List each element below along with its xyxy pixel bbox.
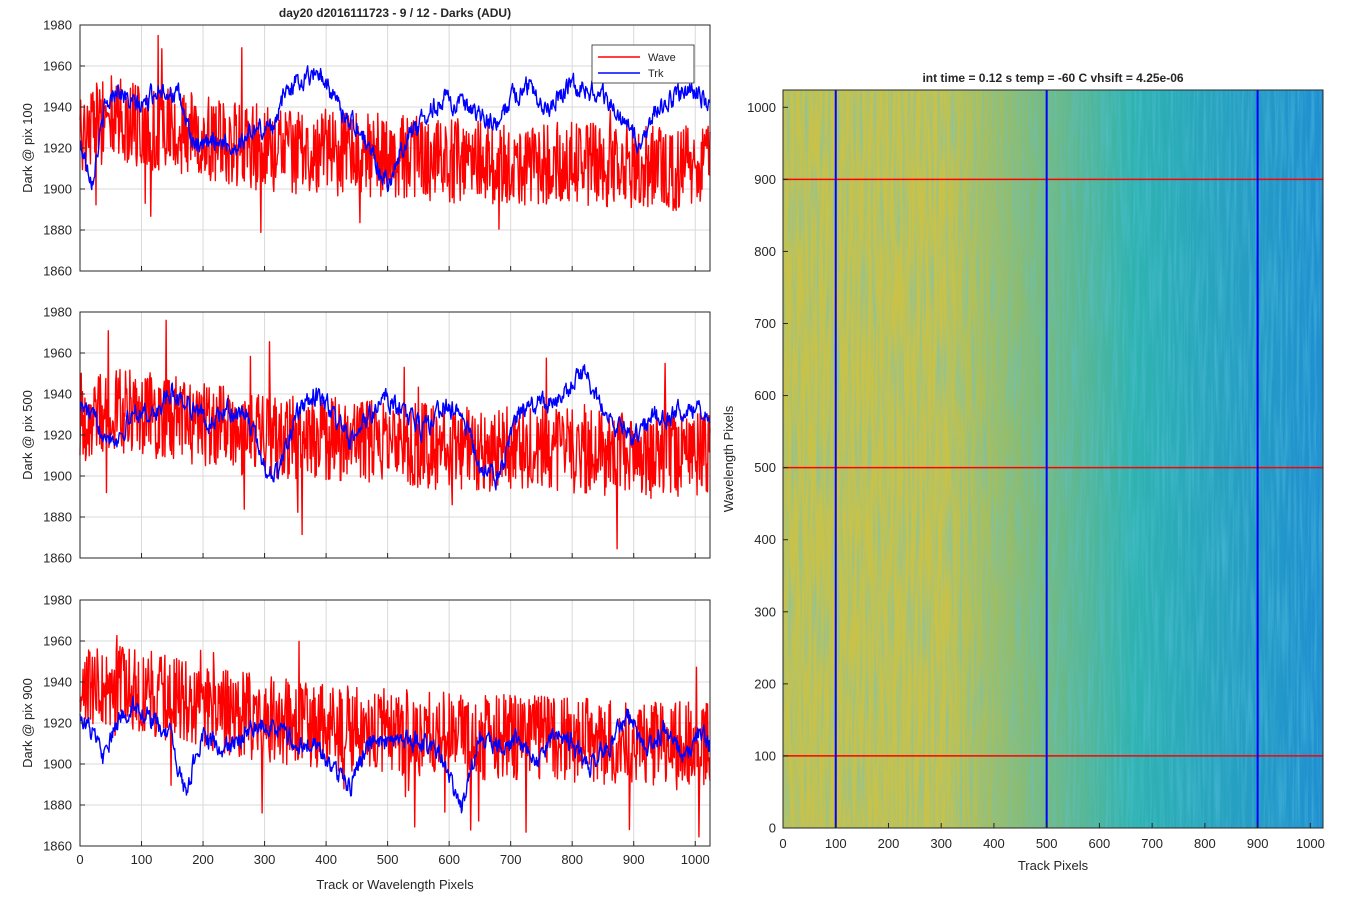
y-tick-label: 1860 <box>43 839 72 854</box>
x-tick-label: 400 <box>315 852 337 867</box>
heatmap-axes-box <box>782 89 1324 829</box>
y-tick-label: 800 <box>754 244 776 259</box>
series-trk-line <box>79 695 711 814</box>
plot-series <box>79 634 711 838</box>
y-tick-label: 600 <box>754 388 776 403</box>
y-tick-label: 1940 <box>43 675 72 690</box>
x-tick-label: 600 <box>438 852 460 867</box>
x-tick-label: 200 <box>192 852 214 867</box>
heatmap-x-axis-label: Track Pixels <box>1018 858 1089 873</box>
plot-series <box>79 319 711 550</box>
y-tick-label: 200 <box>754 676 776 691</box>
y-tick-label: 700 <box>754 316 776 331</box>
y-tick-label: 1920 <box>43 428 72 443</box>
y-tick-label: 1960 <box>43 634 72 649</box>
series-trk-line <box>79 65 711 193</box>
heatmap-ticks: 0 100 200 300 400 500 600 700 800 900 1000 0 100 200 3… <box>747 100 1325 851</box>
x-tick-label: 700 <box>1141 836 1163 851</box>
y-tick-label: 1900 <box>43 757 72 772</box>
series-trk-line <box>79 364 711 491</box>
x-tick-label: 1000 <box>681 852 710 867</box>
y-tick-label: 1900 <box>43 182 72 197</box>
y-tick-label: 900 <box>754 172 776 187</box>
y-tick-label: 1960 <box>43 346 72 361</box>
x-tick-label: 100 <box>131 852 153 867</box>
x-tick-label: 0 <box>779 836 786 851</box>
plot-ticks: 1860 1880 1900 1920 1940 1960 1980 <box>43 18 696 279</box>
x-tick-label: 0 <box>76 852 83 867</box>
series-wave-line <box>79 34 711 234</box>
y-tick-label: 1860 <box>43 264 72 279</box>
y-axis-label: Dark @ pix 500 <box>20 390 35 480</box>
legend-box <box>591 44 695 84</box>
x-tick-label: 900 <box>1247 836 1269 851</box>
x-tick-label: 700 <box>500 852 522 867</box>
x-tick-label: 400 <box>983 836 1005 851</box>
y-tick-label: 1940 <box>43 387 72 402</box>
y-axis-label: Dark @ pix 100 <box>20 103 35 193</box>
plot-series <box>79 34 711 234</box>
y-tick-label: 1940 <box>43 100 72 115</box>
y-tick-label: 1860 <box>43 551 72 566</box>
legend-wave-label: Wave <box>648 52 676 64</box>
x-tick-label: 900 <box>623 852 645 867</box>
line-plots-title: day20 d2016111723 - 9 / 12 - Darks (ADU) <box>279 6 511 20</box>
y-tick-label: 400 <box>754 532 776 547</box>
dark-frame-heatmap: 0 100 200 300 400 500 600 700 800 900 1000 0 100 200 3… <box>721 71 1325 873</box>
y-tick-label: 1980 <box>43 18 72 33</box>
x-tick-label: 300 <box>930 836 952 851</box>
y-tick-label: 1980 <box>43 593 72 608</box>
y-tick-label: 1920 <box>43 716 72 731</box>
x-tick-label: 200 <box>878 836 900 851</box>
y-tick-label: 100 <box>754 748 776 763</box>
plot-ticks: 1860 1880 1900 1920 1940 1960 1980 0 100 200 300 40… <box>43 593 710 868</box>
y-tick-label: 1880 <box>43 798 72 813</box>
x-tick-label: 500 <box>377 852 399 867</box>
y-tick-label: 1980 <box>43 305 72 320</box>
x-tick-label: 100 <box>825 836 847 851</box>
x-tick-label: 800 <box>561 852 583 867</box>
y-tick-label: 0 <box>769 821 776 836</box>
legend-trk-label: Trk <box>648 68 664 80</box>
y-axis-label: Dark @ pix 900 <box>20 678 35 768</box>
x-axis-label: Track or Wavelength Pixels <box>316 877 474 892</box>
y-tick-label: 1920 <box>43 141 72 156</box>
dark-pix-900-plot: 1860 1880 1900 1920 1940 1960 1980 0 100 200 300 40… <box>20 593 711 892</box>
y-tick-label: 1900 <box>43 469 72 484</box>
series-wave-line <box>79 634 711 838</box>
marker-lines <box>783 90 1323 828</box>
y-tick-label: 1880 <box>43 510 72 525</box>
x-tick-label: 500 <box>1036 836 1058 851</box>
x-tick-label: 600 <box>1089 836 1111 851</box>
legend: Wave Trk <box>591 44 695 84</box>
y-tick-label: 300 <box>754 604 776 619</box>
x-tick-label: 300 <box>254 852 276 867</box>
x-tick-label: 800 <box>1194 836 1216 851</box>
dark-pix-500-plot: 1860 1880 1900 1920 1940 1960 1980 Dark @ pix … <box>20 305 711 566</box>
plot-ticks: 1860 1880 1900 1920 1940 1960 1980 <box>43 305 696 566</box>
dark-pix-100-plot: 1860 1880 1900 1920 1940 1960 1980 day20 d2016… <box>20 6 711 279</box>
y-tick-label: 1880 <box>43 223 72 238</box>
series-wave-line <box>79 319 711 550</box>
heatmap-title: int time = 0.12 s temp = -60 C vhsift = … <box>922 71 1183 85</box>
y-tick-label: 500 <box>754 460 776 475</box>
x-tick-label: 1000 <box>1296 836 1325 851</box>
y-tick-label: 1960 <box>43 59 72 74</box>
heatmap-y-axis-label: Wavelength Pixels <box>721 405 736 512</box>
heatmap-texture <box>783 90 1323 828</box>
y-tick-label: 1000 <box>747 100 776 115</box>
